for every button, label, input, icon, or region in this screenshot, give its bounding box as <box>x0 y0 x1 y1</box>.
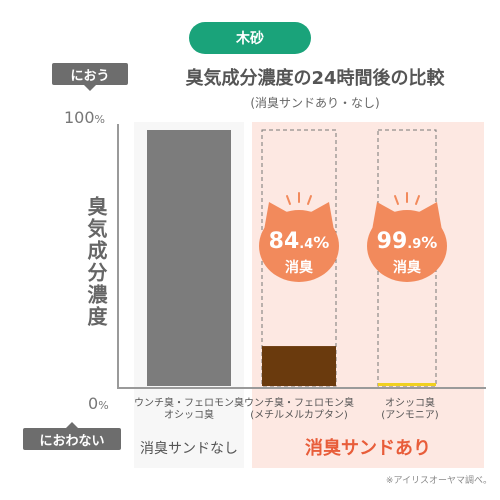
y-tick-100-value: 100 <box>64 108 95 127</box>
y-tick-100: 100% <box>64 108 105 127</box>
reduction-badge-0: 84.4% 消臭 <box>259 192 339 282</box>
accent-mark-right <box>415 195 420 205</box>
category-label-0-line2: オシッコ臭 <box>164 410 214 421</box>
y-tick-0-value: 0 <box>88 394 99 413</box>
category-label-1-line2: (メチルメルカプタン) <box>250 410 348 421</box>
cat-face-icon <box>367 210 447 282</box>
bar-1 <box>262 346 336 386</box>
material-badge: 木砂 <box>189 22 311 54</box>
smelly-tag: におう <box>52 63 128 91</box>
material-badge-label: 木砂 <box>236 31 264 47</box>
accent-mark-left <box>286 195 291 205</box>
category-label-2: オシッコ臭 (アンモニア) <box>352 398 468 422</box>
reduction-text: 消臭 <box>393 259 422 276</box>
y-axis-label: 臭気成分濃度 <box>84 196 108 328</box>
odorless-tag-label: におわない <box>39 433 105 449</box>
reduction-percent-unit: % <box>421 233 437 252</box>
y-tick-100-unit: % <box>94 113 105 126</box>
category-label-1-line1: ウンチ臭・フェロモン臭 <box>244 398 354 409</box>
footnote: ※アイリスオーヤマ調べ。 <box>385 476 492 486</box>
reduction-percent: 99.9% <box>377 229 438 254</box>
group-label-without-sand: 消臭サンドなし <box>140 441 238 457</box>
y-tick-0-unit: % <box>98 399 109 412</box>
y-tick-0: 0% <box>88 394 109 413</box>
chart-title: 臭気成分濃度の24時間後の比較 <box>185 68 445 89</box>
odorless-tag: におわない <box>23 422 121 450</box>
reduction-percent-int: 99 <box>377 229 408 254</box>
reduction-badge-1: 99.9% 消臭 <box>367 192 447 282</box>
bar-2 <box>378 383 436 386</box>
category-label-2-line1: オシッコ臭 <box>385 398 435 409</box>
reduction-percent-unit: % <box>313 233 329 252</box>
category-label-1: ウンチ臭・フェロモン臭 (メチルメルカプタン) <box>236 398 362 422</box>
reduction-percent-decimal: .9 <box>407 237 421 252</box>
smelly-tag-pointer <box>84 85 96 91</box>
reduction-text: 消臭 <box>285 259 314 276</box>
reduction-percent-int: 84 <box>269 229 300 254</box>
odorless-tag-pointer <box>66 422 78 428</box>
cat-face-icon <box>259 210 339 282</box>
group-label-with-sand: 消臭サンドあり <box>305 438 431 459</box>
accent-mark-left <box>394 195 399 205</box>
smelly-tag-label: におう <box>70 68 110 84</box>
accent-mark-right <box>307 195 312 205</box>
bar-0 <box>147 130 231 386</box>
chart-subtitle: (消臭サンドあり・なし) <box>250 96 380 110</box>
category-label-0-line1: ウンチ臭・フェロモン臭 <box>134 398 244 409</box>
category-label-2-line2: (アンモニア) <box>381 410 439 421</box>
group-panel-with-sand <box>252 122 484 468</box>
reduction-percent: 84.4% <box>269 229 330 254</box>
reduction-percent-decimal: .4 <box>299 237 313 252</box>
category-label-0: ウンチ臭・フェロモン臭 オシッコ臭 <box>126 398 252 422</box>
